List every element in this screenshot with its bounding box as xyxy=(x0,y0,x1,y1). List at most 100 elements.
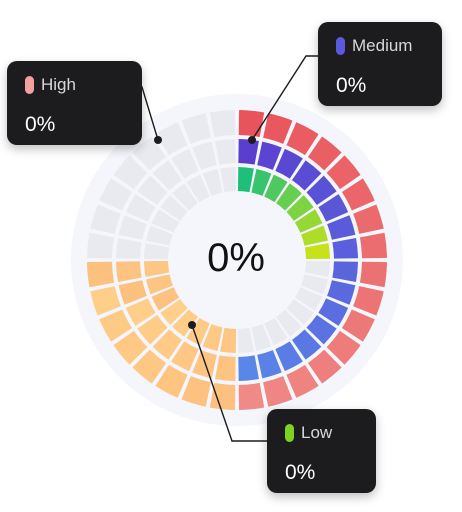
ring-medium-segment xyxy=(257,350,282,379)
tooltip-medium-label: Medium xyxy=(352,36,413,55)
ring-1-empty-segment xyxy=(137,175,168,205)
tooltip-high-label: High xyxy=(41,75,76,94)
tooltip-medium-label-row: Medium xyxy=(336,36,412,56)
tooltip-low-label-row: Low xyxy=(285,423,332,443)
ring-medium-segment xyxy=(318,298,349,326)
ring-orange-segment xyxy=(146,274,173,295)
ring-high-segment xyxy=(353,286,384,316)
ring-medium-segment xyxy=(257,141,282,170)
ring-medium-segment xyxy=(332,238,358,259)
medium-pill-icon xyxy=(336,37,345,55)
ring-2-empty-segment xyxy=(160,195,188,221)
connector-dot-medium xyxy=(248,136,256,144)
tooltip-high-value: 0% xyxy=(25,113,56,136)
ring-orange-segment xyxy=(152,329,182,360)
ring-orange-segment xyxy=(113,330,148,365)
ring-orange-segment xyxy=(160,299,188,325)
ring-2-empty-segment xyxy=(186,174,210,203)
ring-1-empty-segment xyxy=(116,238,142,259)
low-pill-icon xyxy=(285,424,294,442)
ring-orange-segment xyxy=(181,376,211,407)
ring-medium-segment xyxy=(306,315,337,345)
tooltip-low-label: Low xyxy=(301,423,333,442)
ring-orange-segment xyxy=(155,364,188,398)
ring-high-segment xyxy=(359,261,387,288)
connector-dot-low xyxy=(188,321,196,329)
ring-0-empty-segment xyxy=(90,204,121,234)
ring-1-empty-segment xyxy=(152,160,182,191)
ring-2-empty-segment xyxy=(172,183,198,211)
ring-orange-segment xyxy=(132,349,167,384)
tooltip-low: Low 0% xyxy=(267,409,376,493)
ring-high-segment xyxy=(286,364,319,398)
ring-orange-segment xyxy=(151,287,180,311)
ring-high-segment xyxy=(307,349,342,384)
ring-orange-segment xyxy=(125,298,156,326)
ring-0-empty-segment xyxy=(113,155,148,190)
ring-high-segment xyxy=(326,155,361,190)
ring-orange-segment xyxy=(90,286,121,316)
tooltip-medium-value: 0% xyxy=(336,74,367,97)
ring-high-segment xyxy=(307,136,342,171)
center-value: 0% xyxy=(207,236,265,280)
ring-low-segment xyxy=(276,183,302,211)
ring-2-empty-segment xyxy=(304,260,330,277)
ring-low-segment xyxy=(301,225,328,246)
ring-high-segment xyxy=(286,122,319,156)
ring-2-empty-segment xyxy=(276,309,302,337)
ring-orange-segment xyxy=(144,260,170,277)
ring-0-empty-segment xyxy=(87,232,115,259)
ring-0-empty-segment xyxy=(132,136,167,171)
ring-0-empty-segment xyxy=(209,110,236,138)
ring-orange-segment xyxy=(220,327,237,353)
tooltip-high: High 0% xyxy=(7,61,142,145)
ring-orange-segment xyxy=(118,280,147,305)
ring-low-segment xyxy=(251,169,272,196)
ring-orange-segment xyxy=(116,261,142,282)
tooltip-low-value: 0% xyxy=(285,461,316,484)
ring-medium-segment xyxy=(318,194,349,222)
ring-orange-segment xyxy=(87,261,115,288)
ring-2-empty-segment xyxy=(202,169,223,196)
ring-orange-segment xyxy=(171,341,199,372)
ring-medium-segment xyxy=(238,355,259,381)
ring-high-segment xyxy=(359,232,387,259)
ring-orange-segment xyxy=(215,355,236,381)
ring-2-empty-segment xyxy=(237,327,254,353)
ring-low-segment xyxy=(294,209,323,233)
ring-2-empty-segment xyxy=(220,167,237,193)
ring-orange-segment xyxy=(209,382,236,410)
ring-1-empty-segment xyxy=(171,148,199,179)
ring-high-segment xyxy=(263,113,293,144)
ring-medium-segment xyxy=(306,175,337,205)
ring-medium-segment xyxy=(292,160,322,191)
ring-orange-segment xyxy=(137,315,168,345)
connector-medium xyxy=(251,55,319,141)
ring-2-empty-segment xyxy=(144,243,170,260)
tooltip-medium: Medium 0% xyxy=(318,22,442,106)
ring-1-empty-segment xyxy=(215,139,236,165)
ring-2-empty-segment xyxy=(301,274,328,295)
ring-0-empty-segment xyxy=(99,178,133,211)
ring-low-segment xyxy=(286,195,314,221)
ring-2-empty-segment xyxy=(264,317,288,346)
ring-orange-segment xyxy=(172,309,198,337)
ring-0-empty-segment xyxy=(155,122,188,156)
ring-medium-segment xyxy=(327,280,356,305)
ring-1-empty-segment xyxy=(118,215,147,240)
ring-1-empty-segment xyxy=(125,194,156,222)
ring-2-empty-segment xyxy=(294,287,323,311)
ring-high-segment xyxy=(341,309,375,342)
ring-medium-segment xyxy=(275,341,303,372)
tooltip-high-label-row: High xyxy=(25,75,76,95)
connector-dots xyxy=(154,136,256,329)
connector-low xyxy=(191,324,267,442)
ring-medium-segment xyxy=(238,139,259,165)
ring-2-empty-segment xyxy=(251,324,272,351)
ring-high-segment xyxy=(326,330,361,365)
ring-high-segment xyxy=(263,376,293,407)
ring-2-empty-segment xyxy=(151,209,180,233)
ring-orange-segment xyxy=(202,324,223,351)
chart-segments xyxy=(87,110,387,410)
ring-0-empty-segment xyxy=(181,113,211,144)
